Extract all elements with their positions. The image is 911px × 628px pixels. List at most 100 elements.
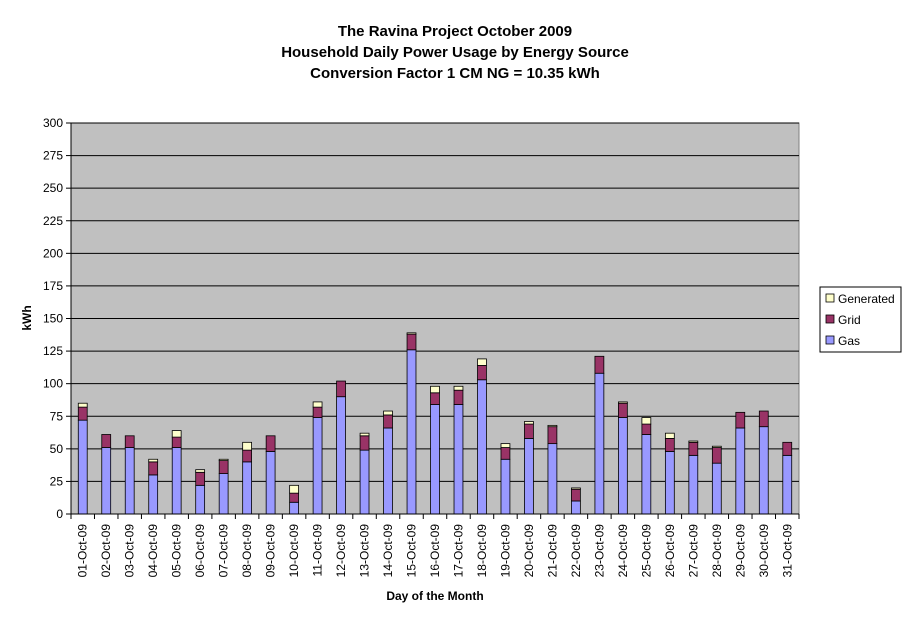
bar-generated-08-Oct-09	[242, 441, 252, 451]
bar-generated-17-Oct-09	[453, 385, 464, 391]
bar-generated-18-Oct-09	[477, 358, 487, 366]
bar-gas-17-Oct-09	[453, 404, 464, 515]
bar-grid-31-Oct-09	[782, 441, 793, 456]
bar-generated-16-Oct-09	[430, 385, 440, 394]
x-tick-label: 27-Oct-09	[686, 524, 700, 578]
bar-grid-23-Oct-09	[594, 355, 605, 374]
x-tick-label: 04-Oct-09	[146, 524, 160, 578]
y-tick-label: 0	[56, 507, 63, 521]
bar-grid-02-Oct-09	[101, 434, 112, 448]
y-tick-label: 175	[43, 279, 63, 293]
y-tick-label: 150	[43, 312, 63, 326]
x-axis-label: Day of the Month	[386, 589, 483, 603]
y-tick-label: 100	[43, 377, 63, 391]
bar-gas-19-Oct-09	[500, 458, 511, 515]
bar-gas-23-Oct-09	[594, 372, 605, 515]
y-tick-label: 125	[43, 344, 63, 358]
bar-gas-06-Oct-09	[195, 484, 206, 515]
bar-generated-21-Oct-09	[547, 424, 558, 428]
bar-generated-26-Oct-09	[664, 432, 675, 439]
y-tick-label: 275	[43, 149, 63, 163]
bar-gas-01-Oct-09	[77, 419, 88, 515]
y-axis-label: kWh	[20, 305, 34, 330]
x-tick-label: 30-Oct-09	[757, 524, 771, 578]
bar-gas-21-Oct-09	[547, 443, 558, 515]
bar-grid-03-Oct-09	[124, 435, 135, 448]
bar-generated-24-Oct-09	[618, 401, 628, 404]
bar-grid-15-Oct-09	[406, 333, 417, 351]
bar-gas-03-Oct-09	[124, 447, 135, 515]
legend-swatch-gas	[825, 335, 835, 345]
x-tick-label: 08-Oct-09	[240, 524, 254, 578]
legend-label-gas: Gas	[838, 334, 860, 348]
bar-gas-14-Oct-09	[383, 427, 393, 515]
bar-grid-04-Oct-09	[148, 461, 159, 476]
bar-gas-11-Oct-09	[312, 417, 323, 515]
bar-grid-28-Oct-09	[711, 447, 722, 464]
bar-gas-12-Oct-09	[336, 396, 346, 515]
bar-grid-09-Oct-09	[265, 435, 276, 452]
bar-gas-25-Oct-09	[641, 434, 652, 515]
bar-grid-18-Oct-09	[477, 365, 487, 381]
x-tick-label: 11-Oct-09	[311, 524, 325, 577]
x-tick-label: 25-Oct-09	[639, 524, 653, 578]
bar-grid-24-Oct-09	[618, 402, 628, 418]
bar-gas-08-Oct-09	[242, 461, 252, 515]
legend-swatch-generated	[825, 293, 835, 303]
x-tick-label: 09-Oct-09	[264, 524, 278, 578]
y-tick-label: 225	[43, 214, 63, 228]
x-tick-label: 07-Oct-09	[217, 524, 231, 578]
x-tick-label: 19-Oct-09	[498, 524, 512, 578]
bar-generated-20-Oct-09	[524, 421, 534, 425]
y-tick-label: 300	[43, 116, 63, 130]
legend: Generated Grid Gas	[819, 286, 902, 353]
bar-grid-13-Oct-09	[359, 435, 370, 451]
x-tick-label: 26-Oct-09	[663, 524, 677, 578]
x-tick-label: 14-Oct-09	[381, 524, 395, 578]
bar-gas-10-Oct-09	[289, 501, 299, 515]
bar-grid-07-Oct-09	[218, 460, 229, 474]
x-tick-label: 12-Oct-09	[334, 524, 348, 578]
bar-gas-20-Oct-09	[524, 438, 534, 515]
x-tick-label: 01-Oct-09	[76, 524, 90, 578]
x-tick-label: 29-Oct-09	[733, 524, 747, 578]
bar-generated-10-Oct-09	[289, 484, 299, 494]
bar-gas-13-Oct-09	[359, 449, 370, 515]
bar-grid-29-Oct-09	[735, 411, 746, 429]
x-tick-label: 17-Oct-09	[451, 524, 465, 578]
chart-title-line-2: Household Daily Power Usage by Energy So…	[281, 44, 629, 61]
x-tick-label: 06-Oct-09	[193, 524, 207, 578]
bar-gas-22-Oct-09	[571, 500, 581, 515]
bar-gas-09-Oct-09	[265, 451, 276, 515]
y-tick-label: 200	[43, 246, 63, 260]
bar-gas-28-Oct-09	[711, 462, 722, 515]
bar-grid-20-Oct-09	[524, 423, 534, 439]
x-tick-label: 02-Oct-09	[99, 524, 113, 578]
bar-gas-24-Oct-09	[618, 417, 628, 515]
x-tick-label: 20-Oct-09	[522, 524, 536, 578]
chart-title-line-1: The Ravina Project October 2009	[338, 23, 572, 40]
x-tick-label: 18-Oct-09	[475, 524, 489, 578]
bar-generated-11-Oct-09	[312, 401, 323, 408]
bar-grid-16-Oct-09	[430, 392, 440, 405]
bar-generated-19-Oct-09	[500, 443, 511, 448]
bar-grid-12-Oct-09	[336, 380, 346, 398]
bar-gas-15-Oct-09	[406, 349, 417, 515]
bar-grid-22-Oct-09	[571, 488, 581, 502]
bar-generated-01-Oct-09	[77, 402, 88, 408]
x-tick-label: 10-Oct-09	[287, 524, 301, 578]
y-tick-label: 250	[43, 181, 63, 195]
bar-grid-06-Oct-09	[195, 471, 206, 486]
bar-generated-07-Oct-09	[218, 458, 229, 461]
bar-generated-13-Oct-09	[359, 432, 370, 437]
y-tick-label: 25	[50, 474, 64, 488]
bar-generated-04-Oct-09	[148, 458, 159, 463]
bar-grid-10-Oct-09	[289, 492, 299, 503]
bar-gas-27-Oct-09	[688, 454, 699, 515]
bar-grid-19-Oct-09	[500, 447, 511, 460]
bar-gas-04-Oct-09	[148, 474, 159, 515]
bar-gas-07-Oct-09	[218, 473, 229, 515]
bar-generated-05-Oct-09	[171, 430, 182, 438]
